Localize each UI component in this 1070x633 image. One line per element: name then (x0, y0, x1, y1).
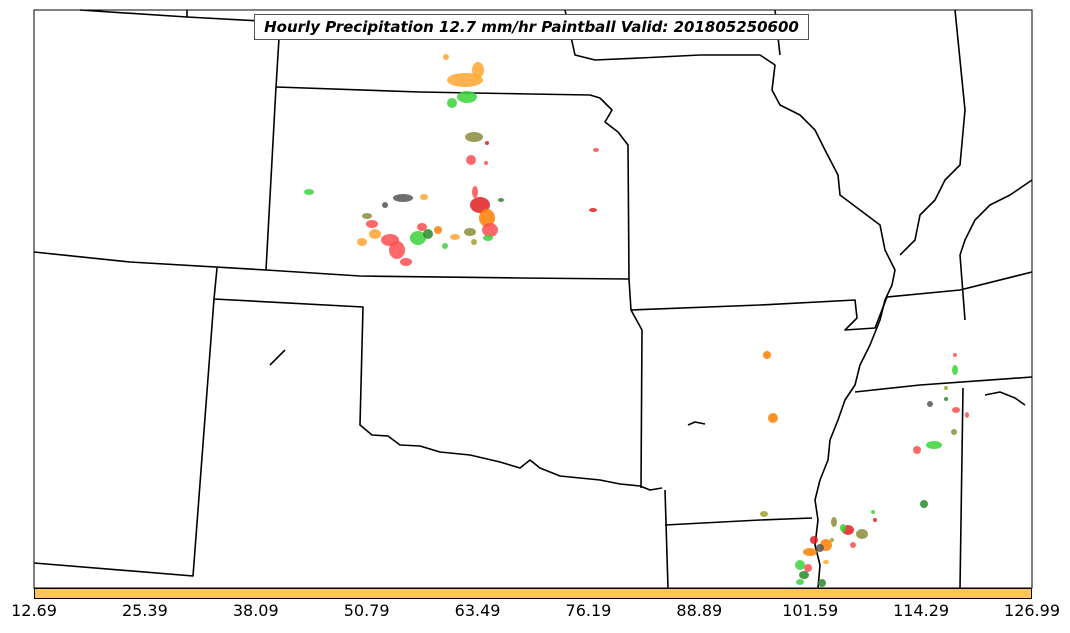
colorbar-tick-label: 114.29 (893, 601, 950, 620)
colorbar-tick-label: 126.99 (1004, 601, 1060, 620)
colorbar-tick-label: 50.79 (343, 601, 390, 620)
colorbar-tick-label: 25.39 (121, 601, 168, 620)
colorbar (34, 588, 1032, 599)
state-boundaries (33, 9, 1033, 589)
colorbar-tick-label: 63.49 (454, 601, 501, 620)
colorbar-tick-label: 12.69 (11, 601, 57, 620)
colorbar-tick-label: 88.89 (676, 601, 723, 620)
colorbar-tick-label: 101.59 (782, 601, 839, 620)
precip-paintballs (304, 54, 969, 587)
plot-frame (33, 9, 1033, 589)
colorbar-tick-label: 38.09 (232, 601, 279, 620)
map-title: Hourly Precipitation 12.7 mm/hr Paintbal… (254, 14, 809, 40)
colorbar-tick-label: 76.19 (565, 601, 612, 620)
